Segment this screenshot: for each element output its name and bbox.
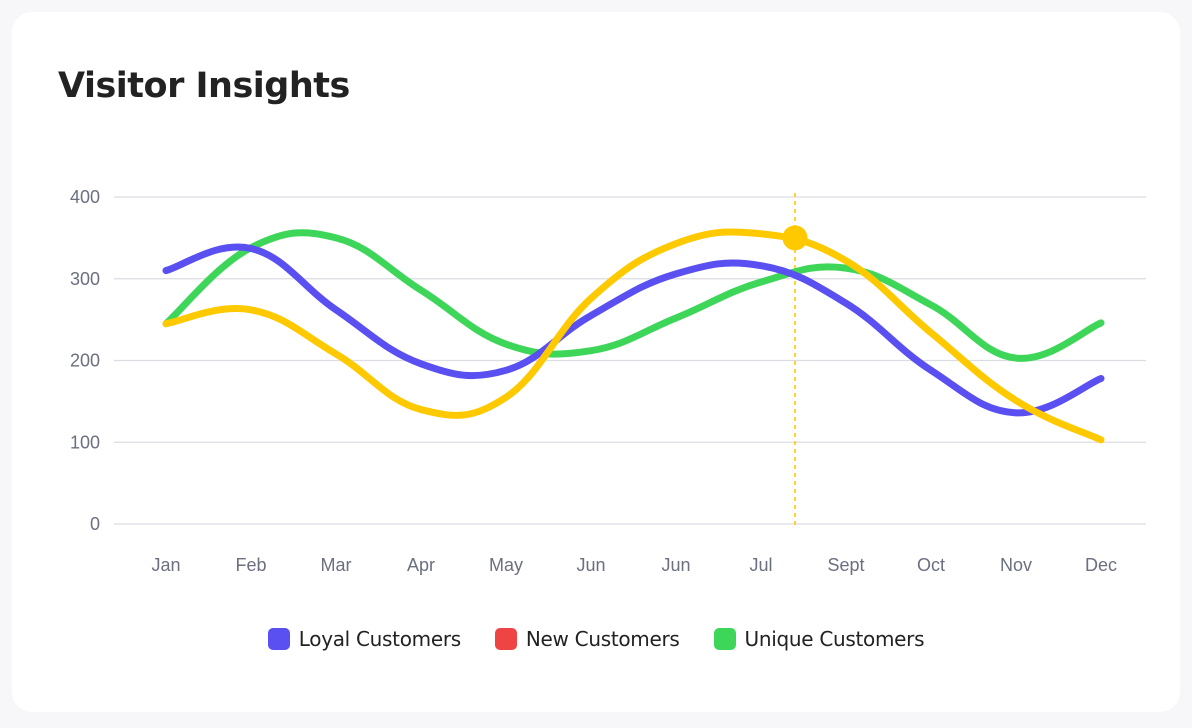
y-tick-label-400: 400	[70, 187, 100, 207]
x-tick-label-nov: Nov	[1000, 555, 1032, 575]
y-tick-label-300: 300	[70, 269, 100, 289]
y-tick-label-200: 200	[70, 351, 100, 371]
series-line-new-customers	[162, 228, 1105, 444]
x-tick-label-jun: Jun	[661, 555, 690, 575]
x-tick-label-feb: Feb	[235, 555, 266, 575]
chart-legend: Loyal Customers New Customers Unique Cus…	[0, 627, 1192, 651]
legend-label-unique: Unique Customers	[744, 627, 925, 651]
chart-title: Visitor Insights	[58, 66, 350, 106]
line-chart: 0 100 200 300 400 Jan Feb Mar Apr May Jun Jun Jul Sep…	[70, 187, 1146, 575]
y-tick-label-0: 0	[90, 514, 100, 534]
legend-label-loyal: Loyal Customers	[298, 627, 461, 651]
series-line-unique-customers	[162, 229, 1105, 362]
chart-card	[12, 12, 1180, 712]
x-tick-label-apr: Apr	[407, 555, 435, 575]
legend-item-loyal-customers[interactable]: Loyal Customers	[267, 627, 461, 651]
x-tick-label-may: May	[489, 555, 523, 575]
legend-item-new-customers[interactable]: New Customers	[494, 627, 680, 651]
x-tick-label-dec: Dec	[1085, 555, 1117, 575]
legend-swatch-loyal	[267, 628, 290, 650]
x-tick-label-oct: Oct	[917, 555, 945, 575]
series-line-loyal-customers	[162, 243, 1105, 417]
legend-item-unique-customers[interactable]: Unique Customers	[713, 627, 925, 651]
y-tick-label-100: 100	[70, 432, 100, 452]
x-tick-label-jul: Jul	[749, 555, 772, 575]
x-tick-label-mar: Mar	[321, 555, 352, 575]
x-tick-label-jan: Jan	[151, 555, 180, 575]
x-tick-label-jun: Jun	[576, 555, 605, 575]
legend-label-new: New Customers	[525, 627, 680, 651]
legend-swatch-new	[494, 628, 517, 650]
highlight-point	[782, 225, 808, 251]
x-tick-label-sept: Sept	[827, 555, 864, 575]
legend-swatch-unique	[713, 628, 736, 650]
